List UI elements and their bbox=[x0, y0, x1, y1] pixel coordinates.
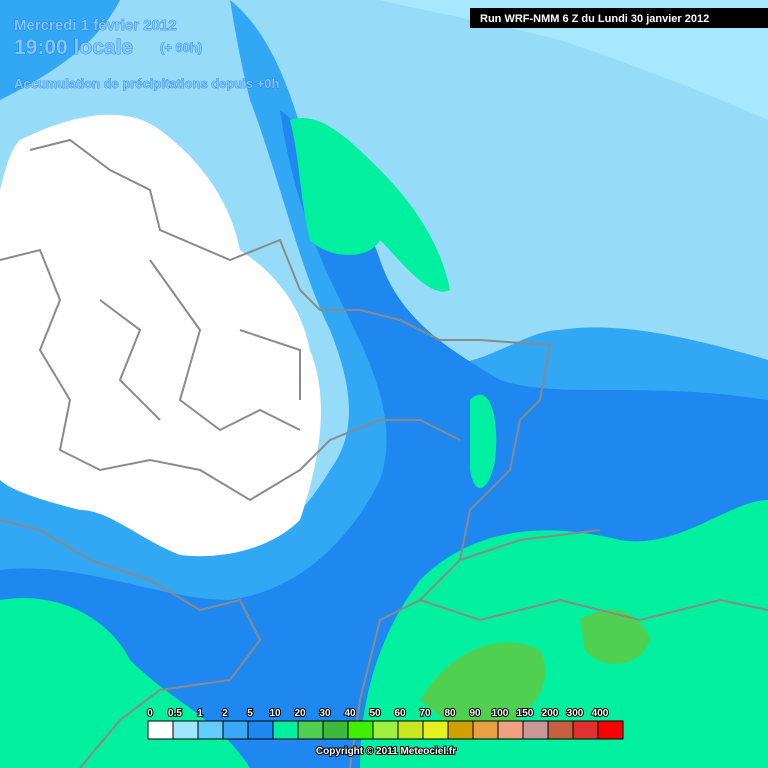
dry-zone bbox=[0, 114, 321, 557]
heavy-zone bbox=[290, 118, 450, 292]
legend-swatch bbox=[322, 720, 349, 740]
legend-swatch bbox=[147, 720, 174, 740]
border-line bbox=[99, 259, 301, 432]
legend-swatch bbox=[222, 720, 249, 740]
legend-swatch bbox=[497, 720, 524, 740]
border-line bbox=[0, 519, 262, 768]
legend-swatch bbox=[247, 720, 274, 740]
legend-label: 60 bbox=[394, 708, 406, 719]
legend-swatch bbox=[547, 720, 574, 740]
legend-label: 150 bbox=[517, 708, 534, 719]
border-line bbox=[29, 138, 552, 768]
legend-swatch bbox=[422, 720, 449, 740]
legend-swatch bbox=[347, 720, 374, 740]
very-heavy-zone bbox=[420, 642, 546, 740]
legend-swatch bbox=[172, 720, 199, 740]
borders bbox=[0, 138, 768, 768]
legend-label: 10 bbox=[269, 708, 281, 719]
legend-label: 30 bbox=[319, 708, 331, 719]
time: 19:00 locale bbox=[14, 36, 133, 59]
legend-label: 80 bbox=[444, 708, 456, 719]
run-box bbox=[470, 8, 768, 28]
border-line bbox=[0, 248, 461, 502]
legend-label: 5 bbox=[247, 708, 253, 719]
medium-zone bbox=[0, 0, 120, 100]
legend-swatch bbox=[597, 720, 624, 740]
very-heavy-zone bbox=[580, 609, 650, 664]
border-line bbox=[419, 529, 768, 622]
legend-label: 70 bbox=[419, 708, 431, 719]
subtitle: Accumulation de précipitations depuis +0… bbox=[14, 76, 280, 91]
legend-label: 40 bbox=[344, 708, 356, 719]
legend-swatch bbox=[197, 720, 224, 740]
legend-swatch bbox=[522, 720, 549, 740]
legend-label: 200 bbox=[542, 708, 559, 719]
legend-label: 300 bbox=[567, 708, 584, 719]
legend-label: 400 bbox=[592, 708, 609, 719]
copyright: Copyright © 2011 Meteociel.fr bbox=[316, 746, 456, 757]
legend-swatch bbox=[397, 720, 424, 740]
legend-label: 50 bbox=[369, 708, 381, 719]
legend-label: 1 bbox=[197, 708, 203, 719]
legend-swatch bbox=[447, 720, 474, 740]
legend-swatch bbox=[472, 720, 499, 740]
legend-swatch bbox=[572, 720, 599, 740]
date: Mercredi 1 février 2012 bbox=[14, 17, 177, 34]
legend-label: 90 bbox=[469, 708, 481, 719]
legend-label: 2 bbox=[222, 708, 228, 719]
legend-label: 20 bbox=[294, 708, 306, 719]
legend-swatch bbox=[272, 720, 299, 740]
legend: 0 0.5 1 2 5 10 20 30 40 50 60 70 80 90 100 150 200 300 400 bbox=[146, 707, 624, 740]
legend-label: 0 bbox=[147, 708, 153, 719]
light-zone bbox=[0, 0, 768, 120]
legend-swatch bbox=[297, 720, 324, 740]
lead-time: (+ 60h) bbox=[160, 40, 202, 55]
heavy-zone bbox=[470, 394, 497, 489]
legend-label: 100 bbox=[492, 708, 509, 719]
run-info: Run WRF-NMM 6 Z du Lundi 30 janvier 2012 bbox=[480, 13, 709, 25]
legend-label: 0.5 bbox=[168, 708, 182, 719]
legend-swatch bbox=[372, 720, 399, 740]
